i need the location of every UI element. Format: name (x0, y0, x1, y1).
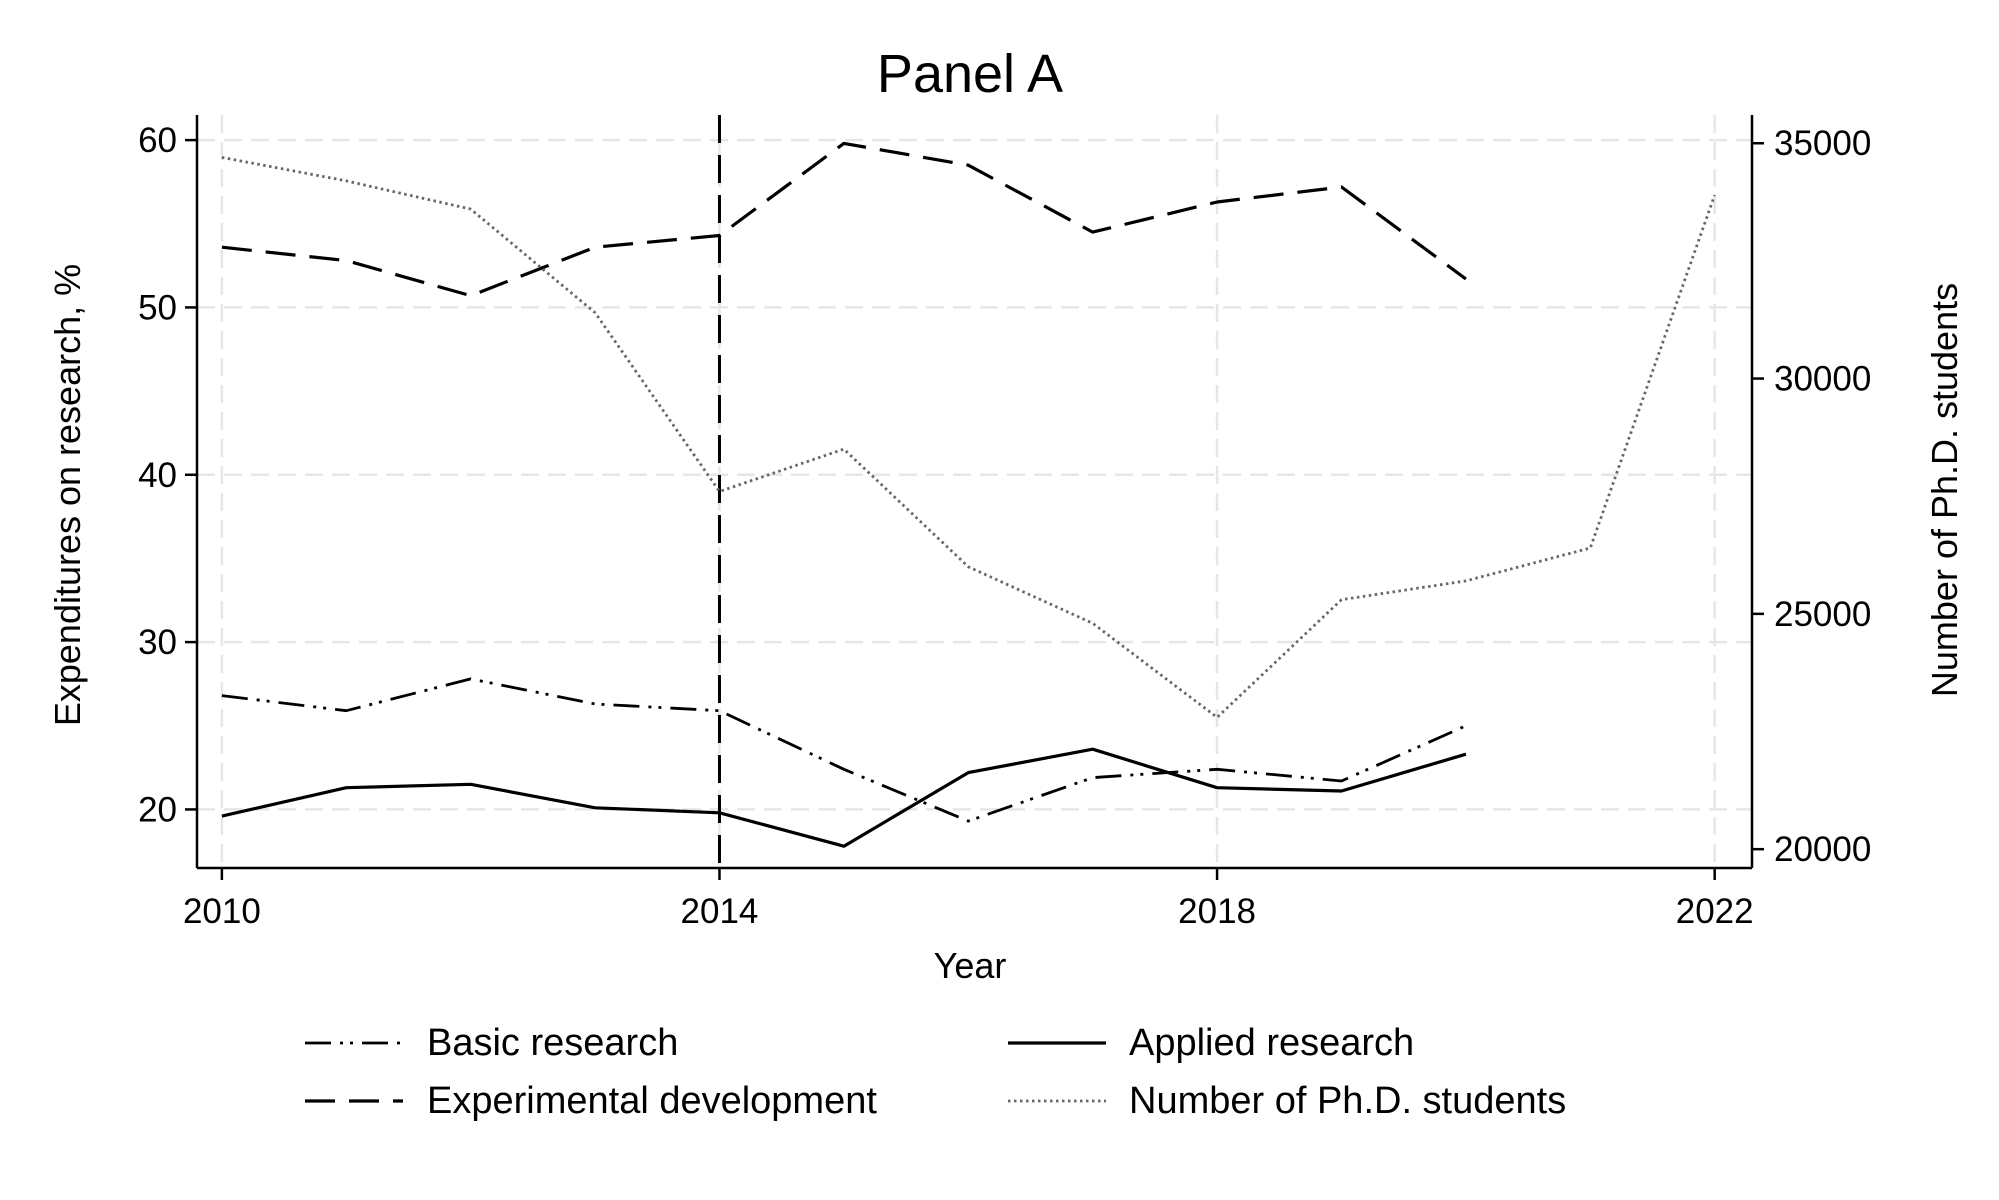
y2-tick-label: 35000 (1774, 124, 1871, 163)
legend-label: Number of Ph.D. students (1129, 1080, 1566, 1122)
axes (195, 115, 1754, 870)
series-line-basic-research (221, 677, 1467, 823)
series-line-applied-research (221, 747, 1467, 848)
x-tick-label: 2010 (183, 892, 261, 931)
gridlines (197, 115, 1752, 868)
y-axis-label: Expenditures on research, % (47, 264, 88, 726)
x-tick-label: 2014 (681, 892, 759, 931)
legend: Basic research Applied research Experiment… (305, 1022, 1566, 1122)
y2-tick-label: 20000 (1774, 830, 1871, 869)
y-tick-label: 30 (138, 623, 177, 662)
y2-tick-label: 25000 (1774, 595, 1871, 634)
legend-label: Basic research (427, 1022, 678, 1064)
series-line-experimental-development (221, 141, 1467, 298)
y-tick-label: 60 (138, 121, 177, 160)
x-tick-label: 2022 (1676, 892, 1754, 931)
y-tick-label: 20 (138, 790, 177, 829)
y2-axis-label: Number of Ph.D. students (1924, 283, 1965, 697)
legend-label: Experimental development (427, 1080, 877, 1122)
chart-title: Panel A (877, 44, 1063, 104)
y-tick-label: 50 (138, 288, 177, 327)
legend-entry: Basic research (305, 1022, 678, 1064)
series-layer (221, 141, 1717, 848)
series-line-number-of-ph-d-students (221, 156, 1717, 719)
legend-entry: Applied research (1008, 1022, 1414, 1064)
y2-tick-label: 30000 (1774, 360, 1871, 399)
x-tick-label: 2018 (1178, 892, 1256, 931)
legend-label: Applied research (1129, 1022, 1414, 1064)
x-axis-label: Year (934, 945, 1007, 986)
legend-entry: Number of Ph.D. students (1008, 1080, 1566, 1122)
y-tick-label: 40 (138, 456, 177, 495)
tick-labels: 20 30 40 50 60 20000 25000 30000 35000 2010 2014 20… (138, 121, 1871, 931)
legend-entry: Experimental development (305, 1080, 877, 1122)
